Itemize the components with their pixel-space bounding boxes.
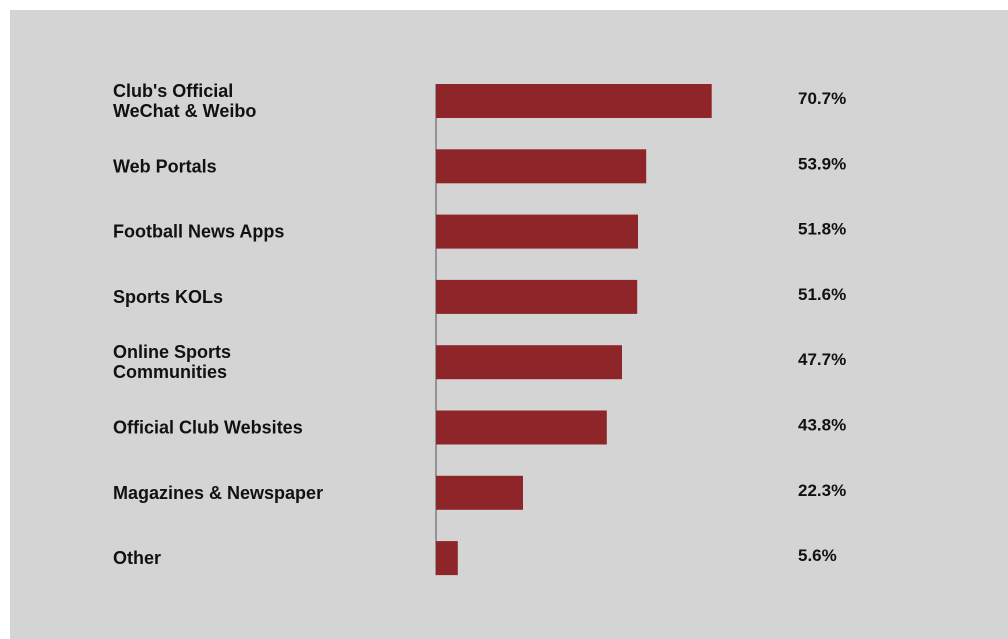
- category-label: Official Club Websites: [113, 418, 303, 438]
- value-label: 70.7%: [798, 89, 846, 108]
- category-label: Magazines & Newspaper: [113, 483, 323, 503]
- value-label: 5.6%: [798, 546, 837, 565]
- value-label: 53.9%: [798, 154, 846, 173]
- bar: [436, 84, 712, 118]
- category-label: Football News Apps: [113, 222, 284, 242]
- category-labels: Club's Official WeChat & Weibo Web Portals…: [113, 81, 323, 568]
- category-label: Club's Official WeChat & Weibo: [113, 81, 256, 121]
- bar: [436, 541, 458, 576]
- bar: [436, 279, 638, 314]
- category-label: Other: [113, 548, 161, 568]
- bars: [436, 84, 712, 576]
- value-label: 47.7%: [798, 350, 846, 369]
- bar: [436, 149, 647, 184]
- bar: [436, 345, 622, 380]
- value-label: 22.3%: [798, 481, 846, 500]
- value-labels: 70.7% 53.9% 51.8% 51.6% 47.7% 43.8% 22.3% 5.6%: [798, 89, 846, 565]
- bar-chart: Club's Official WeChat & Weibo Web Portals…: [113, 81, 846, 576]
- bar: [436, 410, 607, 445]
- value-label: 51.6%: [798, 285, 846, 304]
- chart-panel: Club's Official WeChat & Weibo Web Portals…: [10, 10, 1008, 639]
- category-label: Sports KOLs: [113, 287, 223, 307]
- value-label: 51.8%: [798, 220, 846, 239]
- category-label: Online Sports Communities: [113, 342, 231, 382]
- bar: [436, 475, 523, 510]
- category-label: Web Portals: [113, 156, 217, 176]
- value-label: 43.8%: [798, 416, 846, 435]
- bar: [436, 214, 638, 249]
